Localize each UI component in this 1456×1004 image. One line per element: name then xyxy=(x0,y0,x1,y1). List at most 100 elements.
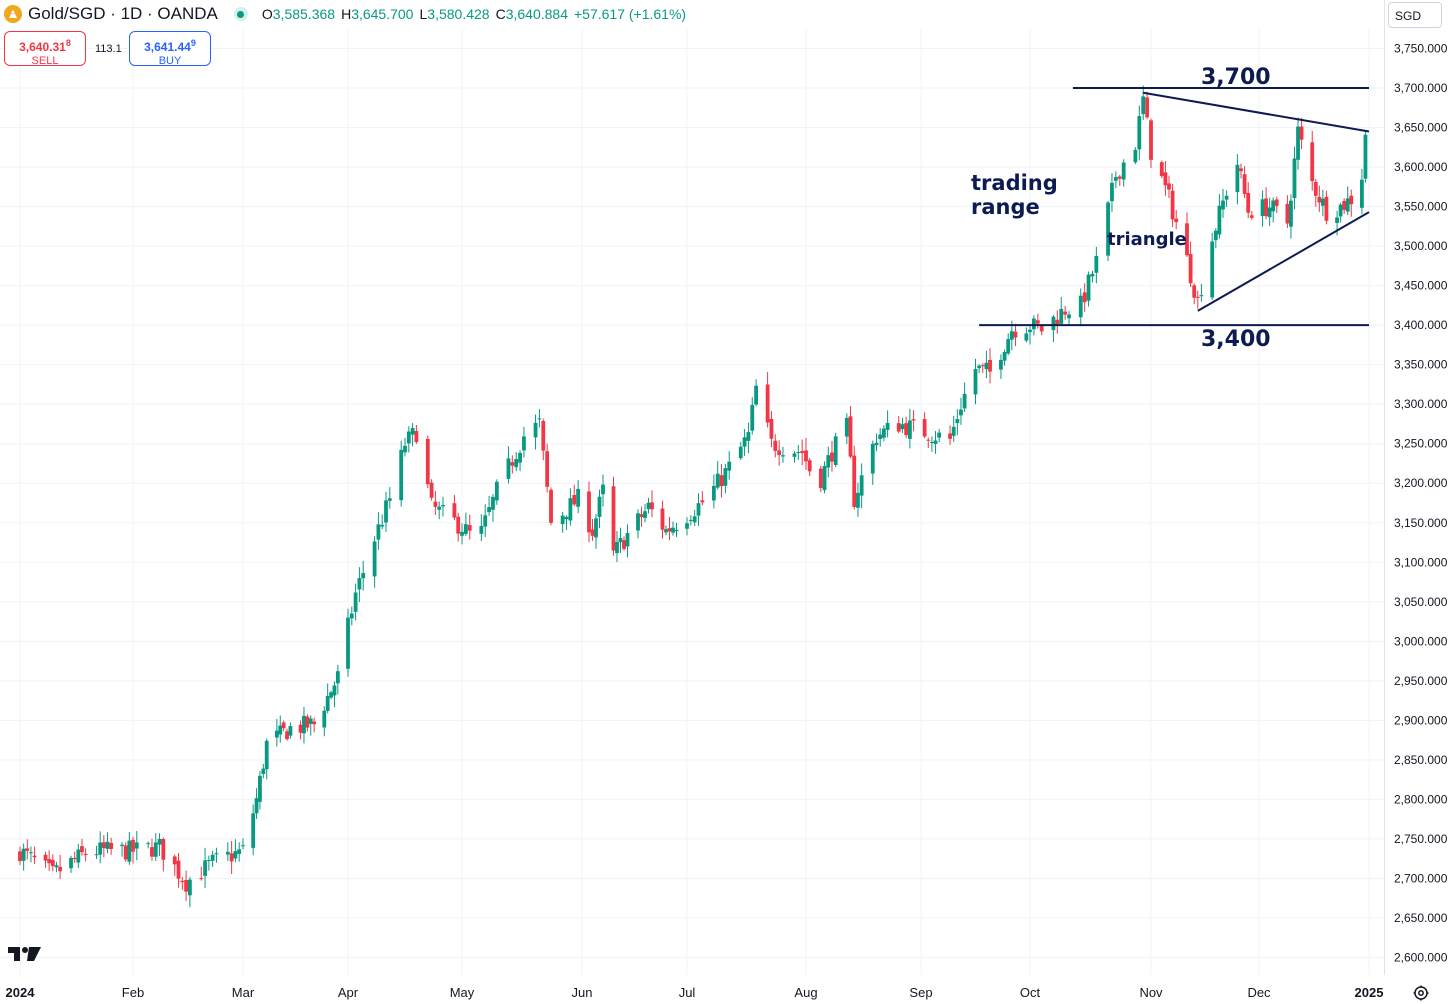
candle-up xyxy=(615,541,619,554)
ohlc-values: O3,585.368 H3,645.700 L3,580.428 C3,640.… xyxy=(262,6,686,22)
candle-down xyxy=(123,845,128,860)
candle-up xyxy=(349,613,354,619)
sell-button[interactable]: 3,640.318 SELL xyxy=(4,31,86,67)
price-tick-label: 2,950.000 xyxy=(1394,674,1448,688)
candle-up xyxy=(601,484,605,495)
candle-up xyxy=(322,710,327,728)
candle-up xyxy=(1267,207,1272,218)
price-tick-label: 3,300.000 xyxy=(1394,397,1448,411)
candle-up xyxy=(54,865,59,868)
candle-up xyxy=(264,740,269,770)
candle-down xyxy=(305,716,310,728)
candle-up xyxy=(692,516,697,523)
candle-down xyxy=(660,508,665,530)
candle-down xyxy=(72,857,77,860)
triangle-lower-trendline[interactable] xyxy=(1197,211,1370,312)
candle-up xyxy=(962,393,967,409)
candle-up xyxy=(483,515,488,527)
candle-down xyxy=(830,452,834,462)
candle-up xyxy=(951,426,956,436)
candle-up xyxy=(1133,149,1138,163)
candle-up xyxy=(1292,158,1297,199)
candle-up xyxy=(533,422,538,438)
candle-up xyxy=(999,359,1003,370)
candle-up xyxy=(576,488,581,507)
gear-icon[interactable] xyxy=(1412,984,1430,1002)
candle-up xyxy=(494,481,499,501)
currency-selector[interactable]: SGD xyxy=(1388,2,1442,28)
candle-up xyxy=(1113,176,1118,181)
price-tick-label: 3,050.000 xyxy=(1394,595,1448,609)
candle-up xyxy=(1028,329,1032,333)
candle-down xyxy=(1317,196,1322,203)
candle-up xyxy=(1260,199,1265,216)
time-tick-label: Jul xyxy=(679,985,696,1000)
candle-up xyxy=(1110,182,1114,202)
candle-up xyxy=(187,879,192,896)
candle-down xyxy=(719,475,724,487)
price-axis[interactable]: 3,750.000 3,700.000 3,650.000 3,600.000 3,55… xyxy=(1384,0,1448,975)
candle-down xyxy=(1170,190,1175,220)
candle-up xyxy=(146,843,151,845)
candle-down xyxy=(172,856,177,865)
candle-up xyxy=(460,531,464,536)
candle-up xyxy=(1210,241,1215,298)
low-label: L xyxy=(419,6,428,22)
label-3400: 3,400 xyxy=(1201,327,1271,352)
candle-down xyxy=(1174,218,1179,223)
candle-up xyxy=(537,418,542,420)
candle-up xyxy=(372,541,377,577)
symbol-title[interactable]: Gold/SGD · 1D · OANDA xyxy=(28,4,218,23)
candle-up xyxy=(353,592,358,612)
candle-down xyxy=(150,847,154,857)
candle-down xyxy=(425,438,430,485)
candle-up xyxy=(1217,205,1222,235)
candle-up xyxy=(594,518,598,538)
candle-up xyxy=(302,715,306,734)
candle-down xyxy=(1264,198,1268,217)
candle-up xyxy=(1360,179,1364,208)
time-tick-label: Aug xyxy=(794,985,817,1000)
candle-down xyxy=(1349,195,1354,205)
triangle-upper-trendline[interactable] xyxy=(1143,91,1370,133)
candle-up xyxy=(278,725,283,735)
high-label: H xyxy=(341,6,352,22)
candle-down xyxy=(1117,176,1122,179)
candle-down xyxy=(904,423,909,436)
candle-up xyxy=(746,432,751,441)
time-axis[interactable]: 2024 Feb Mar Apr May Jun Jul Aug Sep Oct Nov Dec 202… xyxy=(6,985,1384,1000)
candle-up xyxy=(206,860,211,862)
candle-down xyxy=(43,854,48,861)
candle-up xyxy=(487,507,491,513)
gold-bars-icon xyxy=(4,5,22,23)
candle-up xyxy=(153,842,158,857)
candle-down xyxy=(1149,120,1153,160)
candle-up xyxy=(568,498,573,521)
time-tick-label: Sep xyxy=(909,985,932,1000)
candle-down xyxy=(980,365,985,367)
candle-down xyxy=(18,851,22,862)
buy-price: 3,641.44 xyxy=(144,40,191,54)
candle-up xyxy=(856,492,860,508)
buy-label: BUY xyxy=(158,55,182,67)
tradingview-logo-icon[interactable] xyxy=(8,944,42,964)
candle-up xyxy=(441,505,445,507)
time-tick-label: 2024 xyxy=(6,985,36,1000)
candle-up xyxy=(237,849,242,854)
candle-up xyxy=(1078,295,1083,318)
candle-down xyxy=(50,859,55,867)
candle-up xyxy=(514,458,519,468)
candle-up xyxy=(844,417,849,437)
candle-up xyxy=(1141,96,1146,115)
candle-up xyxy=(781,455,785,457)
price-tick-label: 2,700.000 xyxy=(1394,871,1448,885)
market-open-icon[interactable] xyxy=(233,7,248,21)
buy-price-pip: 9 xyxy=(190,38,196,48)
buy-button[interactable]: 3,641.449 BUY xyxy=(129,31,211,67)
candle-down xyxy=(47,859,52,864)
candle-up xyxy=(1024,333,1029,341)
candle-down xyxy=(131,839,135,852)
candle-up xyxy=(977,365,982,369)
candle-up xyxy=(399,449,404,501)
